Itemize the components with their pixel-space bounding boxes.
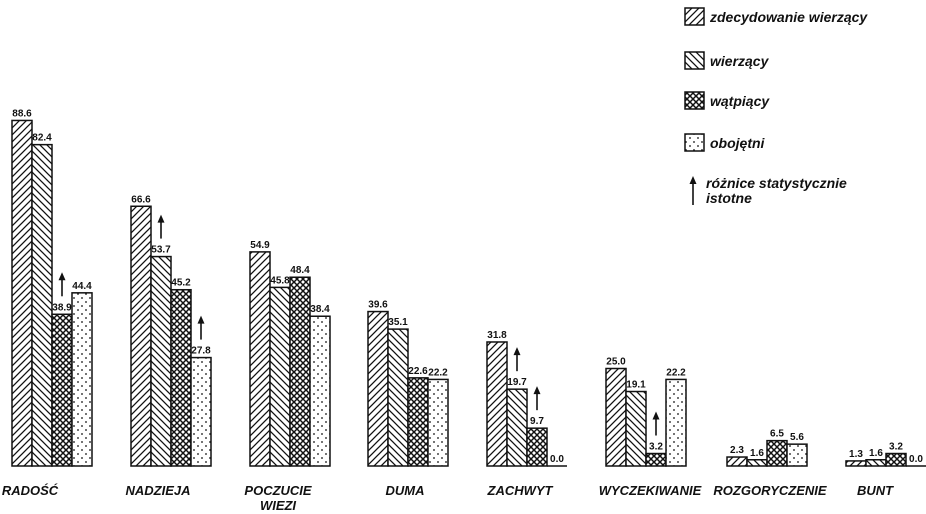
bar-bunt-wierzacy [865,459,887,467]
legend-swatch [684,7,705,26]
significance-arrow [533,386,541,411]
legend-label: wątpiący [710,93,770,109]
bar-radosc-wierzacy [31,143,53,467]
data-label: 1.3 [849,449,863,460]
bar-wyczekiwanie-obojetni [665,378,687,467]
legend-swatch [684,91,705,110]
bar-poczucie-wiezi-watpiacy [289,276,311,467]
data-label: 25.0 [606,357,626,368]
data-label: 27.8 [191,346,211,357]
data-label: 31.8 [487,330,507,341]
significance-arrow [513,347,521,372]
bar-poczucie-wiezi-zdecydowanie-wierzacy [249,251,271,467]
bar-zachwyt-watpiacy [526,427,548,467]
legend-item-wierzacy: wierzący [684,51,770,70]
legend-item-obojetni: obojętni [684,133,766,152]
significance-arrow [58,272,66,297]
bar-duma-obojetni [427,378,449,467]
bar-rozgoryczenie-wierzacy [746,459,768,467]
data-label: 1.6 [750,448,764,459]
data-label: 66.6 [131,194,151,205]
bar-nadzieja-wierzacy [150,255,172,467]
bar-radosc-watpiacy [51,313,73,467]
category-label-poczucie-wiezi: POCZUCIE WIEZI [244,483,312,513]
bar-poczucie-wiezi-obojetni [309,315,331,467]
data-label: 22.2 [428,367,448,378]
data-label: 2.3 [730,445,744,456]
bar-bunt-zdecydowanie-wierzacy [845,460,867,467]
data-label: 45.8 [270,275,290,286]
legend-label: różnice statystycznie istotne [706,175,847,206]
bar-wyczekiwanie-zdecydowanie-wierzacy [605,367,627,467]
category-label-nadzieja: NADZIEJA [125,483,190,498]
data-label: 9.7 [530,416,544,427]
legend-swatch [684,133,705,152]
legend-item-significance: różnice statystycznie istotne [689,175,847,206]
legend: zdecydowanie wierzący wierzący wątpiący obo… [684,7,868,206]
bar-rozgoryczenie-watpiacy [766,439,788,467]
category-label-radosc: RADOŚĆ [2,483,59,498]
legend-item-watpiacy: wątpiący [684,91,770,110]
data-label: 35.1 [388,317,408,328]
data-label: 6.5 [770,429,784,440]
data-label: 5.6 [790,432,804,443]
category-label-zachwyt: ZACHWYT [487,483,554,498]
data-label: 19.1 [626,380,646,391]
legend-item-zdecydowanie-wierzacy: zdecydowanie wierzący [684,7,868,26]
bar-nadzieja-obojetni [190,356,212,467]
data-label: 82.4 [32,133,52,144]
bar-poczucie-wiezi-wierzacy [269,286,291,467]
significance-arrow [197,315,205,340]
bar-rozgoryczenie-obojetni [786,443,808,467]
legend-label: zdecydowanie wierzący [709,9,868,25]
data-label: 45.2 [171,278,191,289]
data-label: 3.2 [649,442,663,453]
data-label: 38.4 [310,304,330,315]
bar-radosc-zdecydowanie-wierzacy [11,119,33,467]
data-label: 22.6 [408,366,428,377]
bars-layer: 88.6 66.6 54.9 39.6 31.8 25.0 2.3 1.3 82.4 53.7 45… [11,108,926,467]
data-label: 0.0 [550,454,564,465]
data-label: 0.0 [909,454,923,465]
data-label: 44.4 [72,281,92,292]
data-label: 48.4 [290,265,310,276]
bar-duma-wierzacy [387,328,409,467]
legend-label: obojętni [710,135,766,151]
bar-zachwyt-zdecydowanie-wierzacy [486,341,508,467]
bar-duma-zdecydowanie-wierzacy [367,310,389,467]
legend-label: wierzący [710,53,770,69]
significance-arrow [652,411,660,436]
data-label: 39.6 [368,300,388,311]
data-label: 88.6 [12,108,32,119]
bar-nadzieja-watpiacy [170,288,192,467]
category-label-rozgoryczenie: ROZGORYCZENIE [713,483,826,498]
data-label: 19.7 [507,377,527,388]
category-label-wyczekiwanie: WYCZEKIWANIE [599,483,702,498]
category-labels-layer: RADOŚĆ NADZIEJA POCZUCIE WIEZI DUMA ZACHWYT WY… [2,483,894,513]
bar-rozgoryczenie-zdecydowanie-wierzacy [726,456,748,467]
significance-arrow [157,214,165,239]
bar-bunt-watpiacy [885,452,907,467]
bar-zachwyt-wierzacy [506,388,528,467]
data-label: 22.2 [666,367,686,378]
data-label: 54.9 [250,240,270,251]
category-label-bunt: BUNT [857,483,894,498]
bar-duma-watpiacy [407,377,429,467]
data-label: 53.7 [151,245,171,256]
bar-radosc-obojetni [71,292,93,467]
bar-nadzieja-zdecydowanie-wierzacy [130,205,152,467]
data-label: 3.2 [889,442,903,453]
bar-wyczekiwanie-watpiacy [645,452,667,467]
significance-arrows-layer [58,214,660,436]
category-label-duma: DUMA [386,483,425,498]
bar-wyczekiwanie-wierzacy [625,390,647,467]
data-label: 1.6 [869,448,883,459]
legend-swatch [684,51,705,70]
data-label: 38.9 [52,302,72,313]
